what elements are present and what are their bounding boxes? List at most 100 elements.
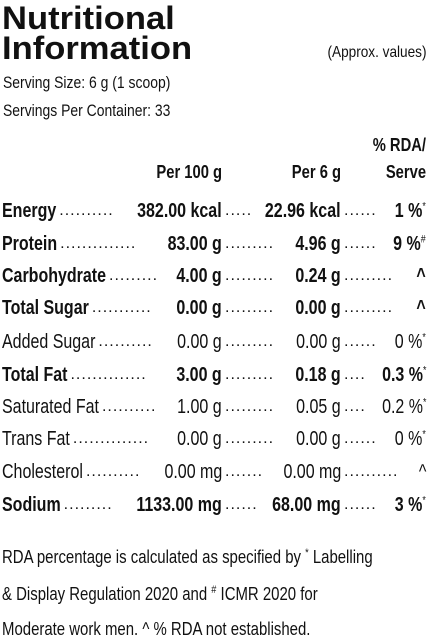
rda-text: ^ xyxy=(416,297,426,319)
rda-text: 9 % xyxy=(393,233,422,255)
value-rda: ^ xyxy=(418,460,426,484)
value-per-6g: 22.96 kcal xyxy=(265,200,341,222)
value-rda: 1 %* xyxy=(395,199,426,223)
value-per-6g: 0.00 g xyxy=(296,331,341,353)
rda-footnote-mark: * xyxy=(422,331,426,344)
rda-text: ^ xyxy=(416,265,426,287)
value-rda: 0.2 %* xyxy=(382,395,426,419)
dot-leader: ......... xyxy=(63,496,113,513)
nutrient-name: Carbohydrate xyxy=(2,265,107,287)
value-per-100g: 1.00 g xyxy=(177,396,222,418)
nutrient-name: Total Fat xyxy=(2,364,68,386)
nutrient-name: Added Sugar xyxy=(2,331,96,353)
header-rda-line1: % RDA/ xyxy=(372,135,426,155)
serving-size: Serving Size: 6 g (1 scoop) xyxy=(3,73,171,92)
header-per-6g: Per 6 g xyxy=(291,162,341,182)
panel-title-line2: Information xyxy=(2,30,193,66)
header-rda-line2: Serve xyxy=(385,162,426,182)
dot-leader: ......... xyxy=(225,299,275,316)
value-rda: 0 %* xyxy=(395,427,426,451)
nutrient-name: Trans Fat xyxy=(2,428,70,450)
value-per-6g: 0.18 g xyxy=(295,364,341,386)
dot-leader: .... xyxy=(344,366,366,383)
table-row: Sodium 1133.00 mg 68.00 mg 3 %*............… xyxy=(0,487,434,517)
dot-leader: ......... xyxy=(225,333,275,350)
dot-leader: ....... xyxy=(225,463,264,480)
footnote-asterisk: * xyxy=(305,547,309,559)
value-per-6g: 0.05 g xyxy=(296,396,341,418)
table-row: Energy 382.00 kcal 22.96 kcal 1 %*.........… xyxy=(0,193,434,223)
footnote-line1-end: Labelling xyxy=(308,547,373,567)
dot-leader: .... xyxy=(344,398,366,415)
value-per-6g: 0.24 g xyxy=(295,265,341,287)
rda-footnote-mark: * xyxy=(422,364,426,377)
servings-per-container: Servings Per Container: 33 xyxy=(3,101,171,120)
rda-footnote-mark: * xyxy=(422,396,426,409)
value-rda: 0.3 %* xyxy=(382,363,426,387)
dot-leader: ..... xyxy=(225,202,253,219)
footnote-line2-end: ICMR 2020 for xyxy=(216,584,318,604)
value-rda: ^ xyxy=(417,296,426,320)
value-per-100g: 1133.00 mg xyxy=(136,494,222,516)
nutrient-name: Cholesterol xyxy=(2,461,83,483)
nutrient-name: Sodium xyxy=(2,494,61,516)
dot-leader: ...... xyxy=(344,496,377,513)
rda-footnote-mark: * xyxy=(422,200,426,213)
dot-leader: ...... xyxy=(344,430,377,447)
dot-leader: ......... xyxy=(225,398,275,415)
value-rda: 9 %# xyxy=(394,232,426,256)
rda-footnote-mark: * xyxy=(422,428,426,441)
value-per-6g: 0.00 g xyxy=(295,297,341,319)
dot-leader: ......... xyxy=(225,235,275,252)
rda-text: 0 % xyxy=(395,331,423,353)
dot-leader: ......... xyxy=(109,267,159,284)
table-row: Total Sugar 0.00 g 0.00 g ^................… xyxy=(0,290,434,320)
dot-leader: .............. xyxy=(72,430,150,447)
value-per-6g: 4.96 g xyxy=(295,233,341,255)
nutrient-name: Energy xyxy=(2,200,57,222)
rda-text: 3 % xyxy=(395,494,423,516)
value-rda: ^ xyxy=(417,264,426,288)
footnote-line2-text: & Display Regulation 2020 and xyxy=(2,584,212,604)
dot-leader: ...... xyxy=(344,202,377,219)
footnote-line1: RDA percentage is calculated as specifie… xyxy=(2,547,373,568)
dot-leader: ......... xyxy=(225,267,275,284)
table-row: Total Fat 3.00 g 0.18 g 0.3 %*.............… xyxy=(0,357,434,387)
value-rda: 0 %* xyxy=(395,330,426,354)
header-per-100g: Per 100 g xyxy=(156,162,222,182)
value-per-100g: 83.00 g xyxy=(167,233,222,255)
dot-leader: .......... xyxy=(59,202,114,219)
table-row: Cholesterol 0.00 mg 0.00 mg ^..............… xyxy=(0,454,434,484)
value-per-6g: 68.00 mg xyxy=(272,494,341,516)
dot-leader: .......... xyxy=(98,333,153,350)
value-rda: 3 %* xyxy=(395,493,426,517)
dot-leader: .......... xyxy=(101,398,157,415)
footnote-line2: & Display Regulation 2020 and # ICMR 202… xyxy=(2,584,318,605)
dot-leader: .......... xyxy=(85,463,141,480)
dot-leader: ...... xyxy=(344,333,377,350)
panel-title-line1: Nutritional xyxy=(2,0,175,36)
value-per-100g: 0.00 g xyxy=(176,297,222,319)
table-row: Added Sugar 0.00 g 0.00 g 0 %*.............… xyxy=(0,324,434,354)
nutrient-name: Total Sugar xyxy=(2,297,89,319)
table-row: Carbohydrate 4.00 g 0.24 g ^...............… xyxy=(0,258,434,288)
rda-text: 0.2 % xyxy=(381,396,423,418)
table-row: Protein 83.00 g 4.96 g 9 %#................… xyxy=(0,226,434,256)
rda-text: ^ xyxy=(418,461,426,483)
table-row: Saturated Fat 1.00 g 0.05 g 0.2 %*.........… xyxy=(0,389,434,419)
approx-values-note: (Approx. values) xyxy=(326,44,426,61)
dot-leader: .............. xyxy=(70,366,147,383)
dot-leader: ......... xyxy=(225,430,275,447)
rda-footnote-mark: # xyxy=(421,233,426,246)
rda-footnote-mark: * xyxy=(422,494,426,507)
rda-text: 1 % xyxy=(395,200,423,222)
rda-text: 0.3 % xyxy=(381,364,423,386)
rda-text: 0 % xyxy=(395,428,423,450)
dot-leader: ......... xyxy=(344,267,394,284)
footnote-hash: # xyxy=(211,584,217,596)
dot-leader: ......... xyxy=(225,366,275,383)
dot-leader: ...... xyxy=(225,496,258,513)
value-per-100g: 4.00 g xyxy=(176,265,222,287)
nutrient-name: Protein xyxy=(2,233,58,255)
value-per-6g: 0.00 mg xyxy=(283,461,341,483)
